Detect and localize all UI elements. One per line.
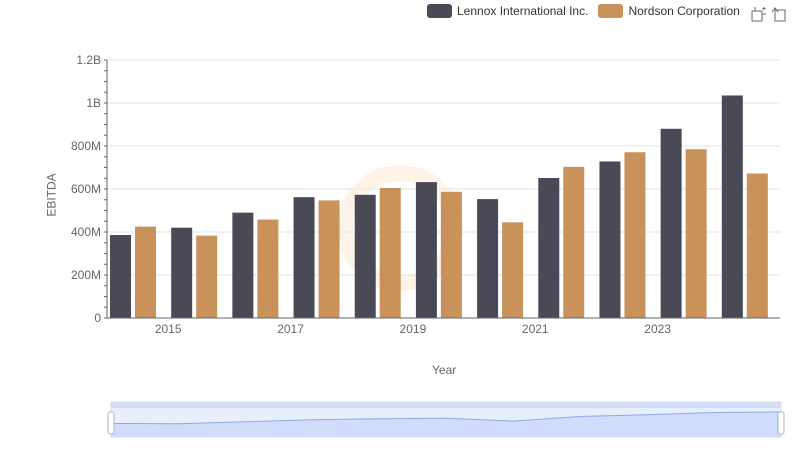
bar-lennox-2015[interactable] (171, 227, 193, 318)
zoom-handle-right[interactable] (777, 411, 785, 435)
bar-nordson-2021[interactable] (563, 166, 585, 318)
legend-label-nordson: Nordson Corporation (628, 4, 740, 18)
bar-lennox-2017[interactable] (293, 197, 315, 318)
x-tick-label: 2021 (522, 322, 549, 336)
bar-lennox-2024[interactable] (721, 95, 743, 318)
legend-swatch-nordson (598, 4, 624, 18)
bar-nordson-2022[interactable] (624, 152, 646, 318)
zoom-move-bar[interactable] (111, 402, 781, 408)
bar-lennox-2018[interactable] (354, 194, 376, 318)
zoom-overview-area (111, 412, 781, 437)
y-tick-label: 800M (71, 139, 101, 153)
zoom-handle-left[interactable] (107, 411, 115, 435)
bar-nordson-2024[interactable] (746, 173, 768, 318)
bar-lennox-2020[interactable] (477, 199, 499, 318)
legend-swatch-lennox (427, 4, 452, 18)
zoom-icon[interactable] (751, 6, 767, 22)
bar-lennox-2021[interactable] (538, 178, 560, 318)
axes: 0 200M 400M 600M 800M 1B 1.2B 2015 2017 2019 2021 2… (71, 53, 780, 336)
bar-nordson-2014[interactable] (135, 226, 156, 318)
y-tick-label: 200M (71, 268, 101, 282)
legend: Lennox International Inc. Nordson Corpor… (427, 4, 750, 18)
y-tick-label: 1B (86, 96, 101, 110)
bar-nordson-2019[interactable] (440, 191, 462, 318)
legend-item-nordson[interactable]: Nordson Corporation (598, 4, 740, 18)
bars (110, 95, 768, 318)
legend-label-lennox: Lennox International Inc. (457, 4, 589, 18)
bar-nordson-2015[interactable] (196, 235, 218, 318)
data-zoom-slider[interactable] (107, 401, 785, 438)
x-axis-title: Year (432, 363, 457, 377)
x-tick-label: 2023 (644, 322, 671, 336)
bar-nordson-2023[interactable] (685, 149, 707, 318)
x-tick-label: 2019 (400, 322, 427, 336)
y-tick-label: 600M (71, 182, 101, 196)
bar-lennox-2023[interactable] (660, 128, 682, 318)
y-tick-label: 400M (71, 225, 101, 239)
x-tick-label: 2015 (155, 322, 182, 336)
bar-lennox-2019[interactable] (415, 182, 437, 318)
bar-nordson-2020[interactable] (502, 222, 524, 318)
restore-icon[interactable] (771, 6, 787, 22)
bar-nordson-2017[interactable] (318, 200, 340, 318)
toolbox (747, 6, 787, 22)
legend-item-lennox[interactable]: Lennox International Inc. (427, 4, 588, 18)
bar-lennox-2014[interactable] (110, 235, 131, 318)
zoom-overview-line (110, 411, 782, 425)
bar-lennox-2016[interactable] (232, 212, 254, 318)
y-tick-label: 1.2B (76, 53, 101, 67)
x-tick-label: 2017 (277, 322, 304, 336)
bar-lennox-2022[interactable] (599, 161, 621, 318)
y-axis-title: EBITDA (44, 173, 59, 217)
bar-nordson-2016[interactable] (257, 219, 279, 318)
bar-nordson-2018[interactable] (379, 187, 401, 318)
y-tick-label: 0 (94, 311, 101, 325)
